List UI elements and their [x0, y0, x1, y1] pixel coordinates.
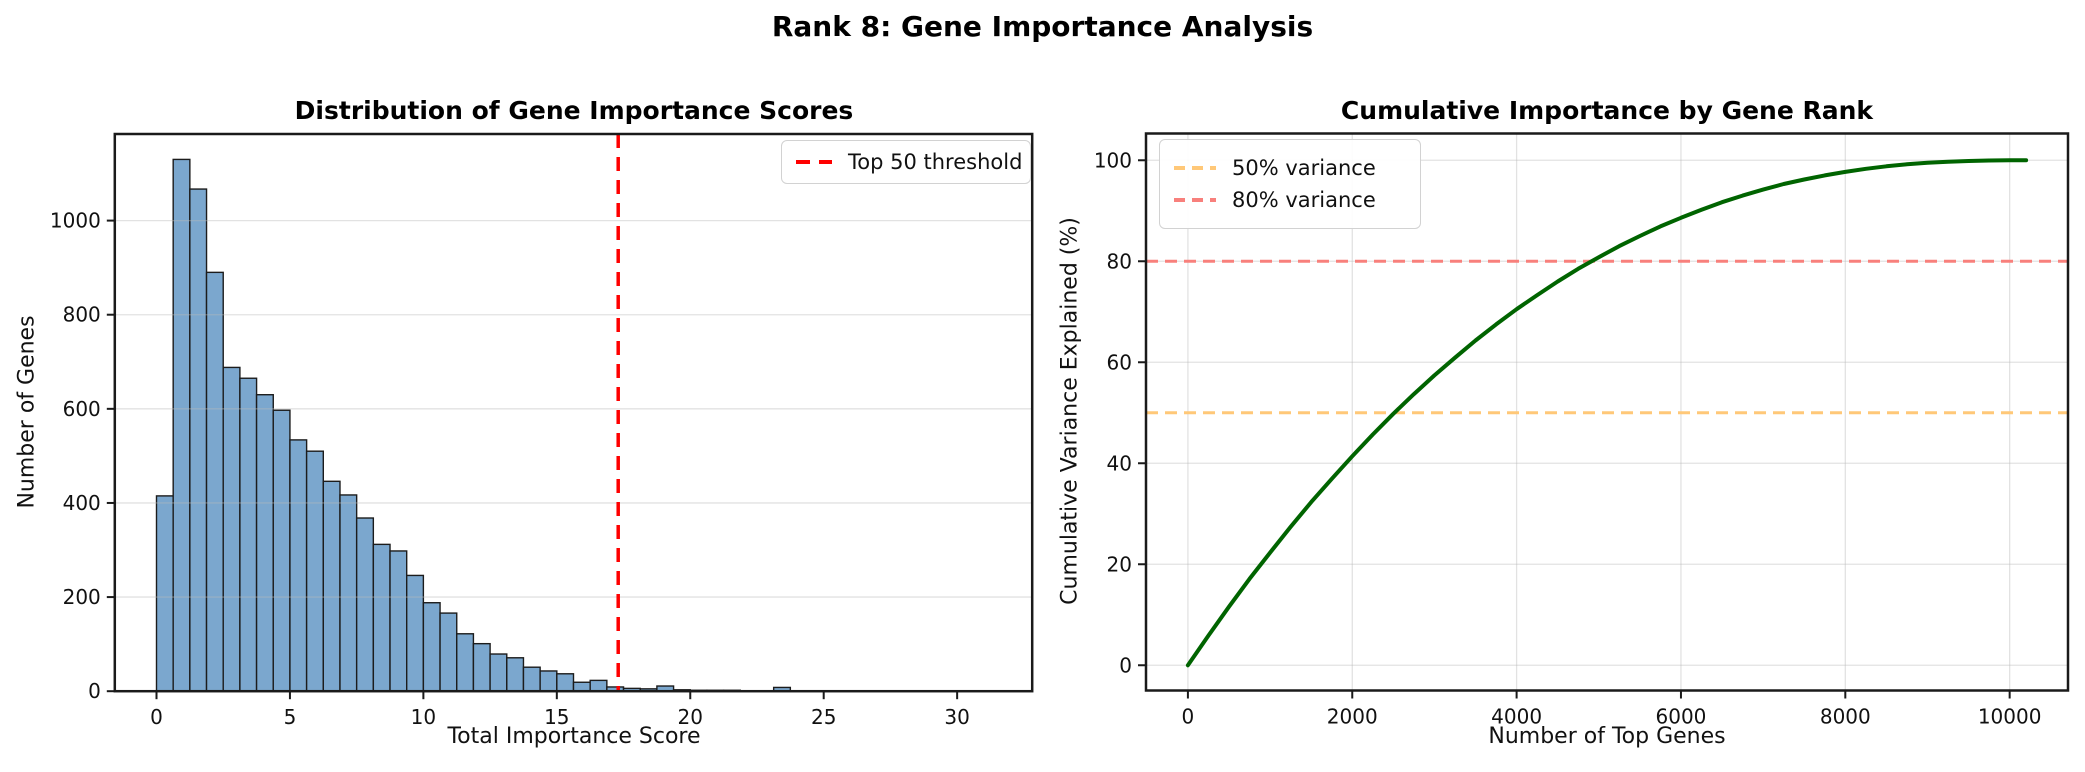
- histogram-title: Distribution of Gene Importance Scores: [294, 96, 854, 125]
- y-tick-label: 0: [88, 679, 101, 703]
- x-tick-label: 25: [811, 705, 836, 729]
- legend-item-50-variance: 50% variance: [1174, 156, 1406, 180]
- histogram-legend: Top 50 threshold: [781, 140, 1031, 184]
- histogram-bar: [422, 602, 441, 692]
- histogram-xlabel: Total Importance Score: [447, 724, 701, 749]
- cumulative-ylabel: Cumulative Variance Explained (%): [1057, 217, 1083, 605]
- histogram-bar: [305, 450, 324, 692]
- histogram-bar: [406, 574, 425, 692]
- y-tick-label: 1000: [50, 209, 101, 233]
- histogram-bar: [556, 673, 575, 692]
- histogram-bar: [372, 543, 391, 692]
- histogram-bar: [205, 271, 224, 692]
- axis-ticks: 0 5 10 15 20 25 30 0 200 400 600 800 1000: [50, 209, 970, 730]
- variance-50-legend-label: 50% variance: [1232, 156, 1376, 180]
- cumulative-curve: [1185, 158, 2029, 668]
- x-tick-label: 30: [944, 705, 969, 729]
- histogram-bar: [489, 653, 508, 692]
- plot-frame: [1144, 132, 2070, 692]
- histogram-bar: [572, 681, 591, 692]
- figure-title: Rank 8: Gene Importance Analysis: [771, 10, 1314, 43]
- legend-item-threshold: Top 50 threshold: [796, 150, 1022, 174]
- histogram-bar: [239, 377, 258, 692]
- histogram-bar: [472, 642, 491, 692]
- histogram-bar: [539, 670, 558, 692]
- y-tick-label: 40: [1107, 451, 1132, 475]
- gridlines: [114, 219, 1033, 598]
- variance-80-dash-icon: [1174, 198, 1216, 202]
- x-tick-label: 0: [150, 705, 163, 729]
- y-tick-label: 80: [1107, 249, 1132, 273]
- y-tick-label: 600: [63, 397, 101, 421]
- cumulative-title: Cumulative Importance by Gene Rank: [1340, 96, 1874, 125]
- histogram-bar: [272, 409, 291, 692]
- x-tick-label: 10000: [1978, 705, 2042, 729]
- x-tick-label: 10: [411, 705, 436, 729]
- y-tick-label: 800: [63, 303, 101, 327]
- histogram-bar: [522, 666, 541, 692]
- legend-item-80-variance: 80% variance: [1174, 188, 1406, 212]
- histogram-bar: [339, 494, 358, 692]
- plot-frame: [113, 132, 1034, 693]
- threshold-legend-label: Top 50 threshold: [848, 150, 1023, 174]
- histogram-bar: [289, 439, 308, 692]
- histogram-bar: [222, 366, 241, 692]
- cumulative-xlabel: Number of Top Genes: [1488, 724, 1726, 749]
- x-tick-label: 0: [1182, 705, 1195, 729]
- y-tick-label: 400: [63, 491, 101, 515]
- histogram-bar: [172, 158, 191, 692]
- histogram-bars: [155, 158, 992, 692]
- histogram-bar: [506, 657, 525, 692]
- histogram-bar: [456, 633, 475, 692]
- x-tick-label: 20: [678, 705, 703, 729]
- x-tick-label: 6000: [1656, 705, 1707, 729]
- threshold-dash-icon: [796, 160, 832, 164]
- y-tick-label: 200: [63, 585, 101, 609]
- x-tick-label: 4000: [1491, 705, 1542, 729]
- y-tick-label: 100: [1094, 148, 1132, 172]
- x-tick-label: 5: [284, 705, 297, 729]
- x-tick-label: 8000: [1820, 705, 1871, 729]
- x-tick-label: 2000: [1327, 705, 1378, 729]
- histogram-ylabel: Number of Genes: [14, 315, 40, 509]
- histogram-bar: [589, 679, 608, 692]
- axis-ticks: 0 2000 4000 6000 8000 10000 0 20 40 60 80 100: [1094, 148, 2042, 728]
- y-tick-label: 20: [1107, 552, 1132, 576]
- histogram-bar: [155, 495, 174, 692]
- x-tick-label: 15: [544, 705, 569, 729]
- histogram-bar: [255, 394, 274, 692]
- histogram-bar: [439, 612, 458, 692]
- histogram-bar: [189, 188, 208, 692]
- y-tick-label: 0: [1119, 653, 1132, 677]
- y-tick-label: 60: [1107, 350, 1132, 374]
- histogram-bar: [389, 550, 408, 692]
- cumulative-legend: 50% variance 80% variance: [1159, 139, 1421, 229]
- histogram-bar: [322, 480, 341, 692]
- variance-80-legend-label: 80% variance: [1232, 188, 1376, 212]
- histogram-bar: [355, 517, 375, 692]
- variance-50-dash-icon: [1174, 166, 1216, 170]
